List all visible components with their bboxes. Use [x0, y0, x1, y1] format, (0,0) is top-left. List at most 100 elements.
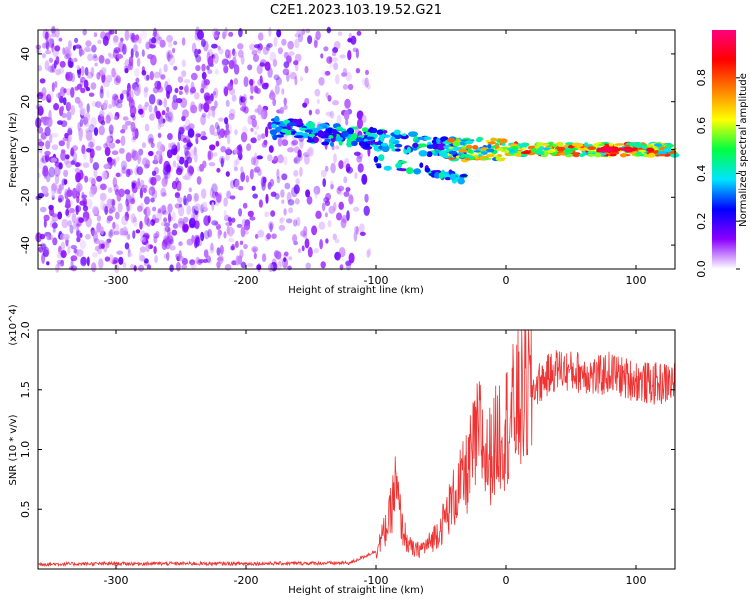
spectrogram-cell — [249, 79, 254, 86]
spectrogram-cell — [213, 87, 219, 99]
spectrogram-cell — [108, 142, 116, 149]
spectrogram-cell — [162, 210, 169, 216]
spectrogram-cell — [521, 142, 528, 147]
spectrogram-cell — [321, 70, 327, 77]
spectrogram-cell — [283, 97, 287, 106]
spectrogram-cell — [175, 253, 180, 258]
spectrogram-cell — [46, 261, 50, 266]
spectrogram-cell — [156, 33, 160, 45]
spectrogram-cell — [381, 134, 391, 138]
spectrogram-cell — [115, 102, 123, 109]
spectrogram-cell — [127, 233, 131, 240]
spectrogram-cell — [120, 135, 126, 147]
spectrogram-cell — [139, 255, 146, 262]
spectrogram-cell — [55, 68, 61, 76]
spectrogram-cell — [294, 38, 300, 49]
spectrogram-cell — [120, 129, 126, 134]
spectrogram-cell — [59, 60, 66, 68]
spectrogram-cell — [79, 232, 83, 238]
spectrogram-cell — [134, 68, 140, 77]
spectrogram-cell — [256, 64, 263, 75]
spectrogram-cell — [428, 172, 436, 177]
spectrogram-cell — [508, 149, 516, 153]
spectrogram-cell — [277, 137, 283, 147]
spectrogram-cell — [237, 49, 244, 58]
spectrogram-cell — [344, 157, 350, 164]
spectrogram-cell — [41, 243, 47, 250]
spectrogram-cell — [620, 153, 627, 158]
spectrogram-cell — [608, 142, 614, 147]
spectrogram-cell — [155, 110, 161, 120]
spectrogram-cell — [194, 193, 199, 202]
spectrogram-cell — [148, 104, 153, 113]
spectrogram-cell — [264, 82, 269, 88]
spectrogram-cell — [184, 84, 189, 95]
spectrogram-cell — [124, 189, 131, 195]
spectrogram-cell — [310, 127, 318, 134]
spectrogram-cell — [320, 261, 326, 269]
spectrogram-cell — [305, 262, 312, 270]
spectrogram-cell — [182, 216, 189, 223]
spectrogram-cell — [220, 157, 224, 168]
spectrogram-cell — [328, 62, 335, 69]
spectrogram-cell — [348, 252, 355, 264]
spectrogram-cell — [235, 240, 239, 248]
spectrogram-cell — [521, 147, 527, 150]
spectrogram-cell — [231, 94, 237, 102]
spectrogram-cell — [178, 205, 185, 217]
spectrogram-cell — [112, 93, 119, 101]
spectrogram-cell — [390, 136, 396, 143]
spectrogram-cell — [271, 123, 277, 129]
spectrogram-cell — [351, 140, 358, 146]
spectrogram-cell — [131, 150, 139, 161]
colorbar-tick-label: 0.6 — [695, 117, 708, 135]
spectrogram-cell — [180, 134, 187, 142]
spectrogram-cell — [197, 48, 201, 55]
spectrogram-cell — [260, 133, 266, 139]
spectrogram-cell — [223, 65, 229, 74]
spectrogram-cell — [130, 48, 134, 59]
spectrogram-cell — [294, 198, 300, 205]
spectrogram-cell — [88, 177, 95, 183]
spectrogram-cell — [297, 118, 303, 126]
spectrogram-cell — [327, 95, 332, 102]
spectrogram-cell — [84, 233, 91, 240]
spectrogram-cell — [127, 252, 133, 258]
spectrogram-cell — [168, 42, 173, 48]
spectrogram-cell — [207, 228, 213, 238]
spectrogram-cell — [259, 75, 263, 85]
spectrogram-cell — [320, 53, 324, 59]
spectrogram-cell — [347, 50, 352, 61]
spectrogram-cell — [314, 188, 318, 199]
spectrogram-cell — [100, 120, 106, 126]
spectrogram-cell — [133, 265, 137, 272]
spectrogram-cell — [607, 148, 614, 152]
spectrogram-cell — [260, 108, 268, 120]
spectrogram-cell — [70, 57, 75, 63]
spectrogram-cell — [140, 30, 147, 40]
spectrogram-cell — [179, 203, 183, 208]
spectrogram-cell — [475, 138, 482, 143]
spectrogram-cell — [243, 243, 248, 250]
spectrogram-cell — [497, 147, 503, 152]
spectrogram-cell — [332, 100, 339, 106]
spectrogram-cell — [100, 85, 104, 94]
spectrogram-cell — [58, 140, 65, 147]
spectrogram-cell — [45, 31, 49, 41]
spectrogram-cell — [395, 148, 401, 152]
spectrogram-cell — [447, 137, 455, 143]
spectrogram-cell — [42, 42, 47, 49]
spectrogram-cell — [246, 143, 252, 151]
spectrogram-cell — [216, 247, 221, 256]
spectrogram-cell — [353, 151, 361, 156]
spectrogram-cell — [331, 129, 338, 134]
spectrogram-cell — [365, 136, 375, 140]
spectrogram-cell — [201, 201, 208, 211]
spectrogram-cell — [133, 44, 138, 53]
spectrogram-cell — [37, 160, 44, 169]
spectrogram-cell — [38, 142, 43, 154]
spectrogram-cell — [95, 145, 102, 151]
spectrogram-cell — [70, 258, 74, 270]
spectrogram-cell — [35, 232, 42, 243]
spectrogram-cell — [166, 50, 173, 61]
